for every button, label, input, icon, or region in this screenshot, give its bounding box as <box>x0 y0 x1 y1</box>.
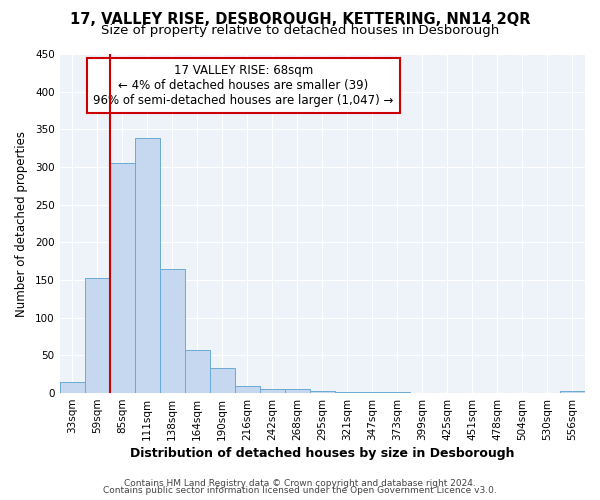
Bar <box>134 138 160 393</box>
Bar <box>560 391 585 393</box>
Bar <box>160 268 185 393</box>
Text: 17 VALLEY RISE: 68sqm
← 4% of detached houses are smaller (39)
96% of semi-detac: 17 VALLEY RISE: 68sqm ← 4% of detached h… <box>93 64 394 107</box>
Bar <box>185 350 209 393</box>
Bar <box>85 278 110 393</box>
Text: 17, VALLEY RISE, DESBOROUGH, KETTERING, NN14 2QR: 17, VALLEY RISE, DESBOROUGH, KETTERING, … <box>70 12 530 28</box>
Bar <box>385 392 410 393</box>
Bar <box>110 162 134 393</box>
Bar <box>285 390 310 393</box>
Text: Contains HM Land Registry data © Crown copyright and database right 2024.: Contains HM Land Registry data © Crown c… <box>124 478 476 488</box>
X-axis label: Distribution of detached houses by size in Desborough: Distribution of detached houses by size … <box>130 447 515 460</box>
Bar <box>260 388 285 393</box>
Bar <box>235 386 260 393</box>
Bar <box>360 392 385 393</box>
Bar <box>209 368 235 393</box>
Bar <box>310 391 335 393</box>
Bar <box>335 392 360 393</box>
Text: Contains public sector information licensed under the Open Government Licence v3: Contains public sector information licen… <box>103 486 497 495</box>
Bar <box>59 382 85 393</box>
Y-axis label: Number of detached properties: Number of detached properties <box>15 130 28 316</box>
Text: Size of property relative to detached houses in Desborough: Size of property relative to detached ho… <box>101 24 499 37</box>
